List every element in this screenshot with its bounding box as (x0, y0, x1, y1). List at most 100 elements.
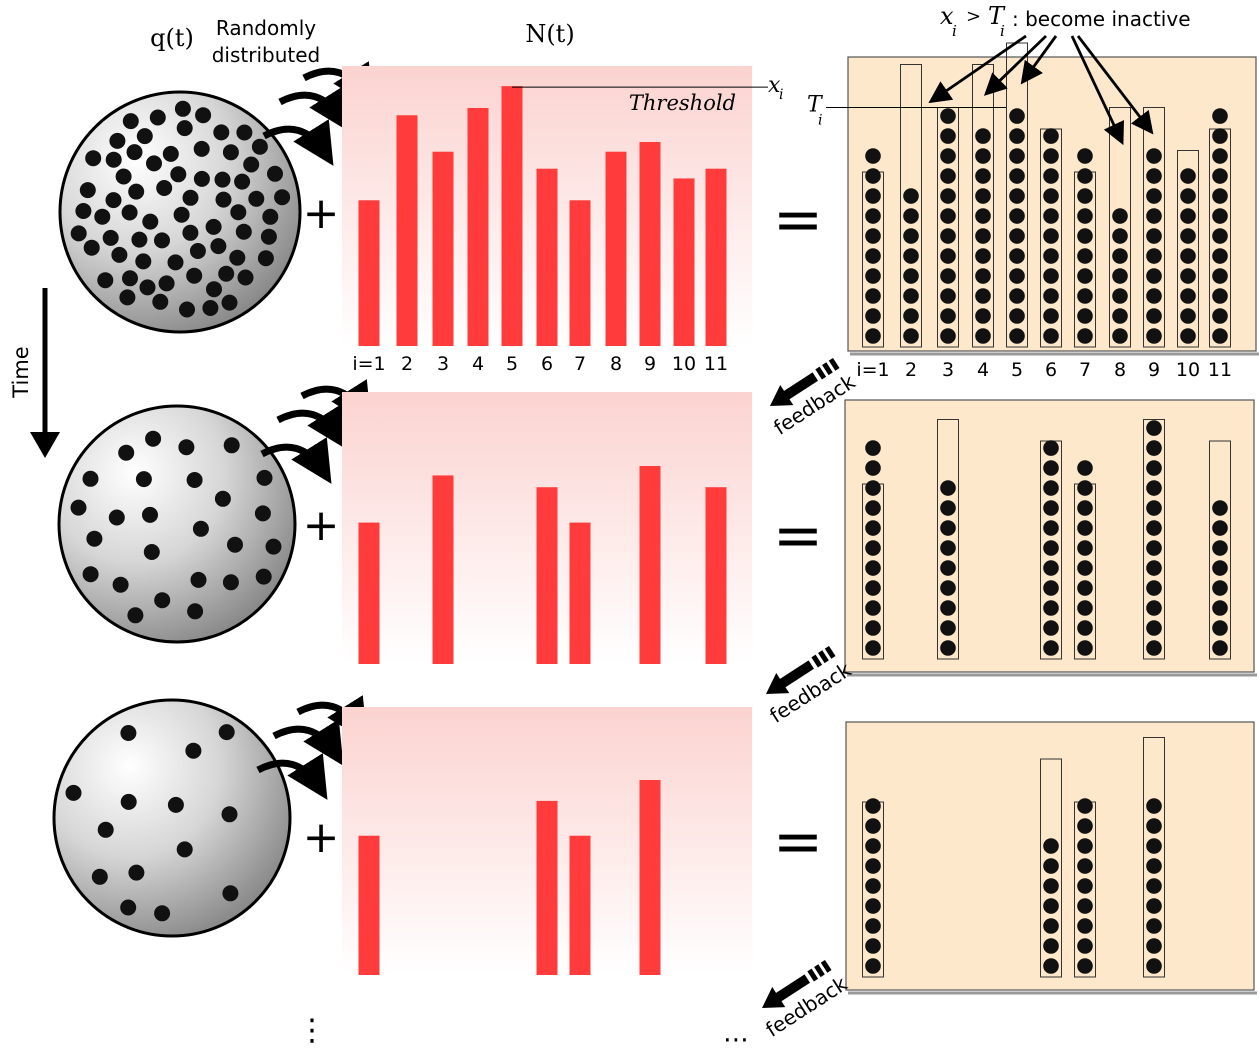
feedback-arrow: feedback (765, 645, 856, 728)
stacked-dot (1043, 288, 1059, 304)
particle-dot (152, 293, 169, 310)
particle-dot (237, 269, 254, 286)
stacked-dot (975, 268, 991, 284)
stacked-dot (865, 818, 881, 834)
stacked-dot (1043, 328, 1059, 344)
threshold-box (1040, 758, 1062, 978)
stacked-dot (1009, 268, 1025, 284)
stacked-dot (1146, 580, 1162, 596)
particle-dot (223, 437, 240, 454)
stacked-dot (1112, 248, 1128, 264)
particle-dot (142, 506, 158, 523)
stacked-dot (975, 208, 991, 224)
stacked-dot (903, 268, 919, 284)
stacked-dot (1077, 228, 1093, 244)
stacked-dot (1077, 600, 1093, 616)
particle-dot (149, 109, 166, 126)
particle-dot (254, 505, 271, 522)
stacked-dot (1180, 248, 1196, 264)
stacked-dot (1043, 168, 1059, 184)
stacked-dot (1146, 640, 1162, 656)
bar-1 (358, 522, 380, 664)
inactive-arrow (928, 34, 1027, 104)
threshold-label: Threshold (629, 91, 736, 115)
stacked-dot (1146, 440, 1162, 456)
particle-dot (118, 444, 135, 461)
bar-9 (639, 466, 661, 664)
stacked-dot (865, 168, 881, 184)
index-label: 8 (610, 353, 622, 375)
particle-dot (135, 253, 152, 270)
result-background (847, 56, 1257, 352)
particle-dot (91, 868, 108, 885)
arrival-arrow (276, 403, 348, 450)
stacked-dot (1146, 958, 1162, 974)
stacked-dot (1043, 600, 1059, 616)
bar-11 (705, 487, 727, 664)
stacked-dot (1112, 268, 1128, 284)
equals-sign: = (773, 185, 823, 255)
particle-dot (182, 189, 199, 206)
randomly-label-line1: Randomly (216, 16, 316, 40)
feedback-arrow-stripe (828, 357, 840, 371)
particle-dot (221, 294, 238, 311)
stacked-dot (1043, 248, 1059, 264)
stacked-dot (975, 128, 991, 144)
bar-10 (673, 178, 695, 346)
stacked-dot (1043, 128, 1059, 144)
stacked-dot (865, 640, 881, 656)
stacked-dot (1077, 248, 1093, 264)
stacked-dot (1146, 620, 1162, 636)
threshold-box (1143, 107, 1165, 348)
particle-dot (167, 254, 184, 271)
stacked-dot (865, 440, 881, 456)
stacked-dot (865, 878, 881, 894)
particle-dot (120, 899, 137, 916)
stacked-dot (1146, 328, 1162, 344)
particle-dot (256, 469, 273, 486)
threshold-box (1143, 419, 1165, 660)
stacked-dot (1180, 228, 1196, 244)
result-index-label: 8 (1114, 359, 1126, 381)
stacked-dot (1112, 208, 1128, 224)
stacked-dot (1043, 838, 1059, 854)
stacked-dot (1077, 188, 1093, 204)
stacked-dot (940, 228, 956, 244)
stacked-dot (940, 188, 956, 204)
particle-dot (122, 270, 138, 287)
stacked-dot (1043, 440, 1059, 456)
particle-dot (179, 301, 195, 318)
particle-dot (182, 224, 199, 241)
particle-dot (189, 243, 206, 259)
threshold-box (1209, 440, 1231, 660)
stacked-dot (940, 308, 956, 324)
particle-dot (145, 430, 162, 447)
bar-1 (358, 200, 380, 346)
stacked-dot (1077, 580, 1093, 596)
x-sub-label: i (779, 87, 783, 103)
inactive-t: T (988, 2, 1006, 30)
particle-dot (156, 180, 173, 196)
particle-dot (229, 249, 246, 266)
particle-dot (260, 228, 277, 245)
hdots: ⋯ (723, 1025, 749, 1055)
particle-dot (126, 144, 143, 161)
stacked-dot (1212, 128, 1228, 144)
particle-dot (192, 520, 209, 537)
result-index-label: 4 (977, 359, 989, 381)
bar-11 (705, 168, 727, 346)
stacked-dot (975, 228, 991, 244)
plus-sign: + (303, 500, 340, 551)
index-label: i=1 (352, 353, 385, 375)
stacked-dot (865, 460, 881, 476)
particle-dot (215, 191, 232, 208)
stacked-dot (1077, 500, 1093, 516)
feedback-arrow-icon (762, 974, 811, 1008)
stacked-dot (1009, 308, 1025, 324)
stacked-dot (865, 958, 881, 974)
randomly-label-line2: distributed (212, 43, 321, 67)
threshold-box (900, 64, 922, 348)
particle-dot (218, 724, 235, 741)
particle-dot (210, 238, 227, 255)
